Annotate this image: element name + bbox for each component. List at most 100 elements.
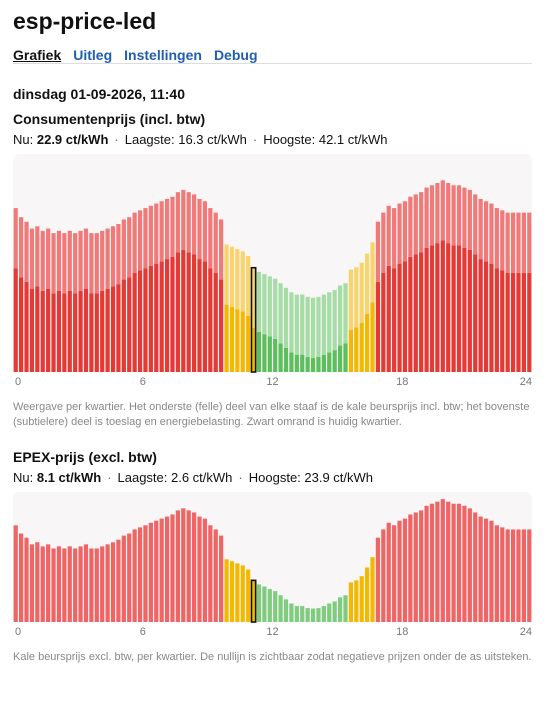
- bar: [419, 510, 424, 622]
- bar: [256, 584, 262, 622]
- bar: [402, 261, 408, 372]
- bar: [354, 327, 359, 372]
- bar: [278, 283, 283, 344]
- bar: [159, 261, 164, 372]
- bar: [305, 608, 310, 622]
- bar: [321, 294, 326, 355]
- stat-low: Laagste: 2.6 ct/kWh: [117, 470, 233, 485]
- bar: [413, 254, 418, 372]
- bar: [89, 548, 94, 622]
- bar: [451, 245, 456, 372]
- bar: [116, 224, 121, 285]
- bar: [310, 357, 316, 372]
- nav-link[interactable]: Debug: [213, 47, 258, 63]
- bar: [527, 529, 532, 622]
- bar: [256, 331, 262, 372]
- bar: [424, 187, 429, 248]
- bar: [494, 208, 499, 269]
- bar: [229, 246, 235, 307]
- chart-note: Kale beursprijs excl. btw, per kwartier.…: [13, 651, 532, 663]
- bar: [62, 293, 67, 372]
- bar: [462, 505, 467, 622]
- bar: [305, 356, 310, 372]
- bar: [408, 514, 413, 622]
- bar: [73, 233, 78, 294]
- bar: [473, 194, 478, 255]
- x-tick-label: 18: [396, 626, 408, 638]
- bar: [429, 503, 435, 622]
- bar: [83, 228, 89, 289]
- bar: [148, 265, 153, 372]
- bar: [478, 516, 483, 622]
- bar: [202, 201, 208, 262]
- nav-link[interactable]: Grafiek: [13, 47, 62, 63]
- section: EPEX-prijs (excl. btw) Nu: 8.1 ct/kWh · La…: [13, 449, 532, 665]
- bar: [46, 228, 51, 289]
- bar: [192, 512, 197, 622]
- bar: [137, 527, 143, 622]
- bar: [202, 261, 208, 372]
- x-tick-label: 6: [140, 626, 146, 638]
- bar: [213, 212, 218, 273]
- stat-label: Nu:: [13, 470, 34, 485]
- bar: [143, 268, 148, 372]
- bar: [56, 230, 62, 291]
- bar: [40, 546, 45, 622]
- bar: [137, 210, 143, 271]
- bar: [267, 589, 272, 622]
- bar: [440, 180, 445, 241]
- bar: [456, 185, 462, 246]
- bar: [13, 268, 18, 372]
- bar: [483, 518, 489, 622]
- bar: [386, 522, 391, 622]
- bar: [208, 208, 213, 269]
- bar: [381, 272, 386, 372]
- bar: [332, 350, 337, 372]
- bar: [332, 601, 337, 622]
- x-tick-label: 12: [266, 376, 278, 388]
- bar: [500, 270, 505, 372]
- bar: [132, 272, 137, 372]
- bar: [505, 529, 510, 622]
- bar: [483, 261, 489, 372]
- bar: [321, 354, 326, 372]
- bar: [273, 591, 278, 622]
- app-title: esp-price-led: [13, 8, 157, 34]
- bar: [29, 544, 35, 622]
- bar: [527, 272, 532, 372]
- bar: [316, 356, 321, 372]
- current-quarter-outline: [250, 266, 257, 373]
- bar: [392, 208, 397, 269]
- nav-link[interactable]: Instellingen: [124, 47, 202, 63]
- bar: [159, 518, 164, 622]
- bar: [251, 327, 256, 372]
- bar: [164, 198, 170, 260]
- bar: [208, 525, 213, 622]
- bar: [516, 212, 521, 273]
- bar: [105, 228, 110, 289]
- chart: 0 6 12 18 24: [13, 154, 532, 388]
- chart-note: Weergave per kwartier. Het onderste (fel…: [13, 401, 530, 428]
- bar: [116, 284, 121, 372]
- bar: [289, 603, 294, 622]
- bar: [300, 294, 305, 355]
- bar: [365, 253, 370, 314]
- stat-label: Nu:: [13, 132, 34, 147]
- bar: [24, 281, 29, 372]
- current-quarter-outline: [250, 579, 257, 623]
- bar: [94, 548, 99, 622]
- bar: [105, 288, 110, 372]
- chart: 0 6 12 18 24: [13, 492, 532, 638]
- bar: [310, 297, 316, 358]
- stats: Nu: 22.9 ct/kWh · Laagste: 16.3 ct/kWh · Hoo…: [13, 132, 532, 154]
- x-tick-label: 12: [266, 626, 278, 638]
- bar: [132, 212, 137, 273]
- bar: [316, 608, 321, 622]
- bar: [392, 525, 397, 622]
- bar: [251, 267, 256, 328]
- bar: [235, 309, 240, 372]
- nav-link[interactable]: Uitleg: [73, 47, 113, 63]
- bar: [343, 595, 348, 622]
